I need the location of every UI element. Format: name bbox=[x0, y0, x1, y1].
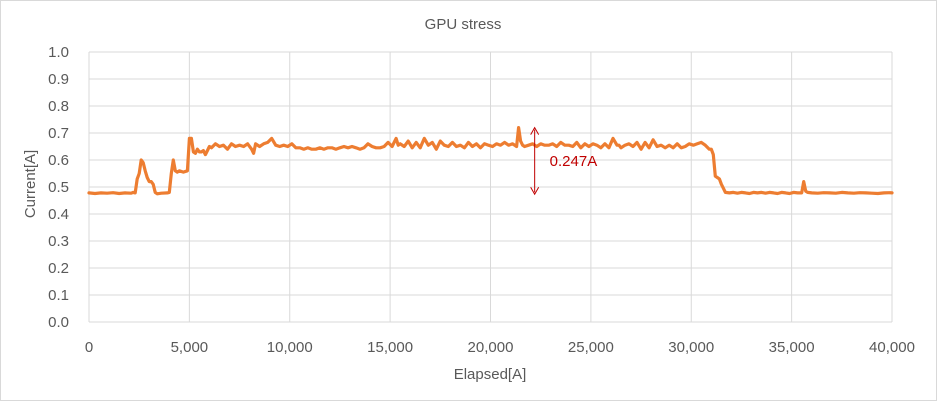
y-tick-label: 0.2 bbox=[48, 260, 69, 277]
y-tick-label: 0.5 bbox=[48, 179, 69, 196]
y-tick-label: 0.6 bbox=[48, 152, 69, 169]
y-tick-label: 0.8 bbox=[48, 98, 69, 115]
x-tick-label: 40,000 bbox=[869, 339, 915, 356]
x-tick-label: 15,000 bbox=[367, 339, 413, 356]
series-line bbox=[87, 125, 894, 196]
y-axis-title: Current[A] bbox=[22, 150, 39, 218]
x-axis-title: Elapsed[A] bbox=[454, 366, 527, 383]
x-axis-ticks: 0 5,000 10,000 15,000 20,000 25,000 30,000 35,0… bbox=[85, 339, 915, 356]
y-tick-label: 1.0 bbox=[48, 44, 69, 61]
y-tick-label: 0.3 bbox=[48, 233, 69, 250]
x-tick-label: 0 bbox=[85, 339, 93, 356]
x-tick-label: 30,000 bbox=[668, 339, 714, 356]
grid-lines bbox=[88, 51, 893, 323]
x-tick-label: 10,000 bbox=[267, 339, 313, 356]
annotation-group: 0.247A bbox=[530, 126, 598, 196]
annotation-label: 0.247A bbox=[550, 153, 598, 170]
arrow-up-icon bbox=[530, 126, 540, 135]
series-group bbox=[87, 125, 894, 196]
y-tick-label: 0.7 bbox=[48, 125, 69, 142]
y-tick-label: 0.1 bbox=[48, 287, 69, 304]
y-tick-label: 0.4 bbox=[48, 206, 69, 223]
x-tick-label: 25,000 bbox=[568, 339, 614, 356]
y-tick-label: 0.0 bbox=[48, 314, 69, 331]
y-tick-label: 0.9 bbox=[48, 71, 69, 88]
x-tick-label: 35,000 bbox=[769, 339, 815, 356]
arrow-down-icon bbox=[530, 187, 540, 196]
x-tick-label: 20,000 bbox=[468, 339, 514, 356]
y-axis-ticks: 0.0 0.1 0.2 0.3 0.4 0.5 0.6 0.7 0.8 0.9 1.0 bbox=[48, 44, 69, 331]
x-tick-label: 5,000 bbox=[171, 339, 209, 356]
chart-title: GPU stress bbox=[425, 16, 502, 33]
